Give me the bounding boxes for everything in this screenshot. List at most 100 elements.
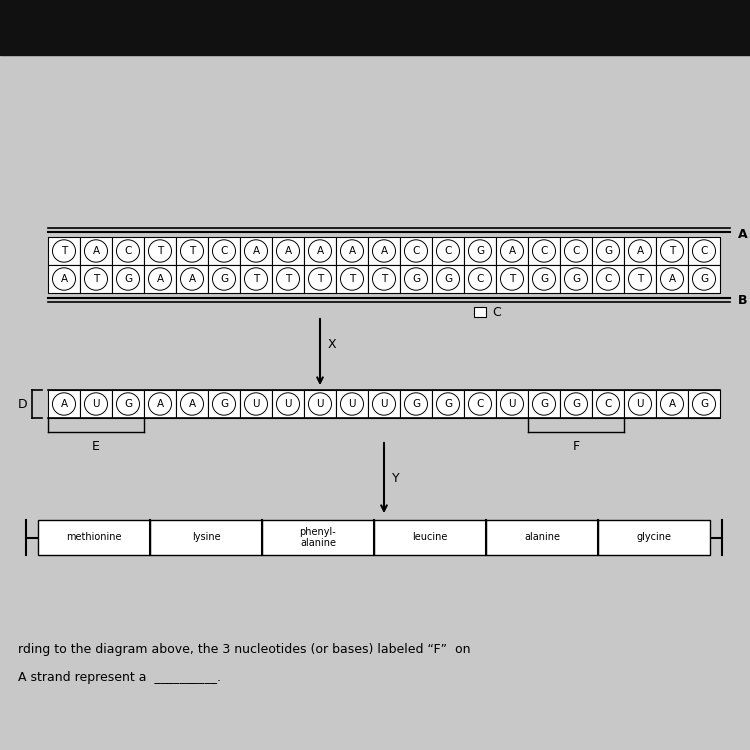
Bar: [374, 520, 486, 555]
Text: Y: Y: [392, 472, 400, 484]
Text: C: C: [476, 274, 484, 284]
Bar: [272, 390, 304, 418]
Ellipse shape: [340, 268, 364, 290]
Text: C: C: [700, 246, 708, 256]
Ellipse shape: [53, 268, 76, 290]
Text: A: A: [509, 246, 515, 256]
Ellipse shape: [85, 393, 107, 416]
Ellipse shape: [373, 240, 395, 262]
Ellipse shape: [181, 240, 203, 262]
Text: U: U: [284, 399, 292, 409]
Text: C: C: [492, 305, 501, 319]
Bar: [400, 265, 432, 293]
Bar: [432, 390, 464, 418]
Text: alanine: alanine: [524, 532, 560, 542]
Ellipse shape: [85, 240, 107, 262]
Bar: [208, 237, 240, 265]
Bar: [208, 390, 240, 418]
Ellipse shape: [116, 393, 140, 416]
Ellipse shape: [596, 393, 619, 416]
Text: C: C: [220, 246, 228, 256]
Ellipse shape: [244, 268, 268, 290]
Text: A: A: [92, 246, 100, 256]
Bar: [150, 520, 262, 555]
Ellipse shape: [308, 240, 332, 262]
Text: E: E: [92, 440, 100, 453]
Text: D: D: [17, 398, 27, 410]
Text: U: U: [509, 399, 516, 409]
Ellipse shape: [181, 268, 203, 290]
Bar: [474, 307, 486, 317]
Bar: [48, 237, 80, 265]
Text: leucine: leucine: [413, 532, 448, 542]
Bar: [272, 237, 304, 265]
Text: C: C: [124, 246, 132, 256]
Bar: [368, 237, 400, 265]
Bar: [496, 237, 528, 265]
Text: U: U: [92, 399, 100, 409]
Bar: [592, 237, 624, 265]
Text: G: G: [540, 399, 548, 409]
Ellipse shape: [565, 393, 587, 416]
Bar: [144, 237, 176, 265]
Ellipse shape: [565, 268, 587, 290]
Bar: [688, 265, 720, 293]
Text: G: G: [220, 399, 228, 409]
Text: A: A: [253, 246, 260, 256]
Text: A: A: [738, 227, 748, 241]
Text: G: G: [572, 274, 580, 284]
Text: C: C: [540, 246, 548, 256]
Bar: [592, 265, 624, 293]
Bar: [112, 237, 144, 265]
Bar: [112, 265, 144, 293]
Ellipse shape: [340, 393, 364, 416]
Ellipse shape: [692, 240, 715, 262]
Text: glycine: glycine: [637, 532, 671, 542]
Ellipse shape: [277, 393, 299, 416]
Bar: [560, 265, 592, 293]
Ellipse shape: [244, 393, 268, 416]
Bar: [656, 237, 688, 265]
Bar: [464, 237, 496, 265]
Bar: [144, 390, 176, 418]
Text: G: G: [476, 246, 484, 256]
Text: A: A: [157, 274, 164, 284]
Bar: [688, 390, 720, 418]
Text: T: T: [253, 274, 260, 284]
Text: T: T: [509, 274, 515, 284]
Text: U: U: [348, 399, 355, 409]
Ellipse shape: [500, 268, 523, 290]
Bar: [336, 390, 368, 418]
Text: T: T: [349, 274, 355, 284]
Text: A: A: [61, 274, 68, 284]
Bar: [80, 265, 112, 293]
Ellipse shape: [532, 268, 556, 290]
Text: T: T: [93, 274, 99, 284]
Text: A: A: [188, 399, 196, 409]
Bar: [176, 237, 208, 265]
Ellipse shape: [565, 240, 587, 262]
Ellipse shape: [373, 393, 395, 416]
Text: G: G: [220, 274, 228, 284]
Bar: [208, 265, 240, 293]
Bar: [304, 237, 336, 265]
Bar: [400, 390, 432, 418]
Bar: [336, 265, 368, 293]
Text: A: A: [61, 399, 68, 409]
Ellipse shape: [596, 268, 619, 290]
Ellipse shape: [148, 240, 172, 262]
Bar: [368, 390, 400, 418]
Text: G: G: [124, 399, 132, 409]
Text: A: A: [380, 246, 388, 256]
Ellipse shape: [340, 240, 364, 262]
Text: G: G: [604, 246, 612, 256]
Ellipse shape: [373, 268, 395, 290]
Ellipse shape: [277, 268, 299, 290]
Bar: [486, 520, 598, 555]
Bar: [176, 390, 208, 418]
Text: G: G: [572, 399, 580, 409]
Ellipse shape: [692, 393, 715, 416]
Bar: [272, 265, 304, 293]
Ellipse shape: [212, 268, 236, 290]
Bar: [560, 390, 592, 418]
